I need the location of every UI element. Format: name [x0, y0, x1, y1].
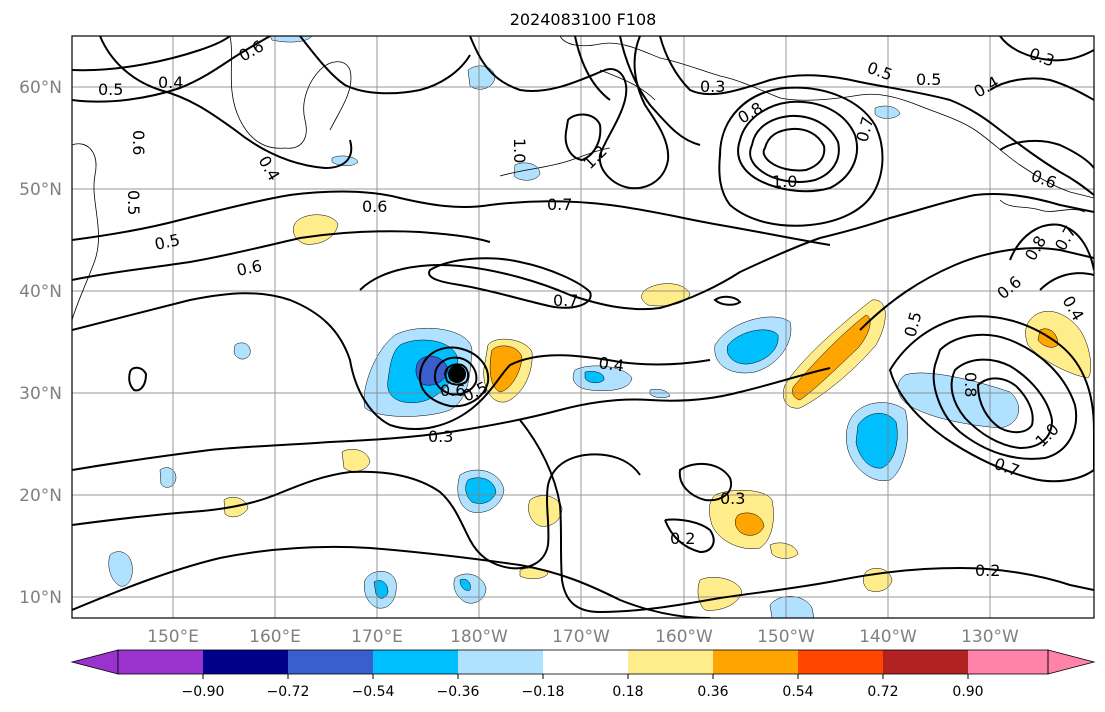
contour-label: 0.8: [961, 372, 980, 397]
colorbar-frame: [117, 649, 1049, 675]
lon-label: 150°W: [757, 627, 815, 647]
fill-negative-strong: [726, 329, 779, 365]
map-title: 2024083100 F108: [509, 10, 657, 29]
storm-center-marker: [448, 365, 466, 383]
fill-negative-strong: [584, 371, 605, 383]
contour-label: 0.6: [993, 272, 1025, 303]
fill-negative: [513, 162, 541, 181]
grid-lines: [72, 36, 1094, 618]
contour-label: 0.5: [916, 70, 941, 89]
contour-label: 0.4: [971, 72, 1003, 101]
contour-label: 0.4: [597, 353, 625, 375]
map-frame: [71, 35, 1095, 619]
colorbar-swatch: [543, 650, 628, 674]
colorbar-swatch: [288, 650, 373, 674]
fill-positive: [769, 542, 799, 559]
fill-negative: [467, 65, 496, 90]
lat-label: 20°N: [19, 486, 62, 506]
contour-label: 0.5: [153, 230, 182, 254]
colorbar-swatch: [118, 650, 203, 674]
contour-label: 0.3: [1027, 44, 1057, 71]
colorbar-tick-label: 0.90: [952, 684, 983, 700]
contour-label: 0.7: [547, 195, 572, 214]
contour-lines: [72, 36, 1094, 618]
lat-label: 40°N: [19, 282, 62, 302]
lon-label: 170°E: [351, 627, 403, 647]
colorbar-tick-label: 0.54: [782, 684, 813, 700]
contour-label: 0.5: [124, 190, 143, 215]
colorbar-tick-label: −0.72: [267, 684, 310, 700]
colorbar-tick-label: 0.18: [612, 684, 643, 700]
fill-negative-strong: [465, 477, 497, 504]
colorbar-swatch: [798, 650, 883, 674]
fill-negative: [159, 467, 177, 488]
coastlines: [72, 36, 1094, 321]
fill-negative: [233, 342, 251, 360]
lat-label: 10°N: [19, 588, 62, 608]
contour-label: 0.6: [440, 381, 465, 400]
contour-label: 0.3: [700, 77, 725, 96]
contour-label: 0.3: [428, 427, 453, 446]
fill-positive-strong: [792, 314, 871, 401]
contour-label: 0.6: [129, 130, 148, 155]
colorbar-tick-label: 0.72: [867, 684, 898, 700]
fill-positive: [641, 283, 691, 307]
colorbar-tick-label: 0.36: [697, 684, 728, 700]
latitude-axis: 60°N 50°N 40°N 30°N 20°N 10°N: [19, 78, 62, 608]
contour-label: 0.7: [853, 115, 878, 145]
colorbar-tick-label: −0.18: [522, 684, 565, 700]
contour-label: 0.2: [670, 529, 695, 548]
colorbar-tick-label: −0.90: [182, 684, 225, 700]
lon-label: 180°W: [450, 627, 508, 647]
contour-label: 1.0: [772, 172, 797, 191]
fill-negative: [331, 155, 359, 166]
lon-label: 140°W: [859, 627, 917, 647]
colorbar-swatch: [968, 650, 1048, 674]
colorbar-extend-min: [70, 649, 119, 675]
lon-label: 130°W: [961, 627, 1019, 647]
fill-positive: [341, 449, 371, 472]
contour-label: 0.6: [1029, 166, 1059, 193]
contour-label: 1.0: [510, 138, 529, 163]
colorbar-swatch: [203, 650, 288, 674]
lat-label: 30°N: [19, 384, 62, 404]
fill-negative: [897, 372, 1019, 429]
contour-label: 1.2: [579, 141, 610, 172]
contour-label: 0.7: [553, 291, 578, 310]
colorbar: −0.90 −0.72 −0.54 −0.36 −0.18 0.18 0.36 …: [70, 649, 1096, 700]
lon-label: 150°E: [147, 627, 199, 647]
lon-label: 160°E: [249, 627, 301, 647]
contour-label: 0.5: [865, 58, 895, 85]
fill-negative: [269, 36, 313, 43]
fill-positive: [697, 577, 743, 611]
fill-negative: [769, 596, 815, 618]
contour-label: 0.8: [735, 98, 767, 127]
colorbar-swatch: [628, 650, 713, 674]
lat-label: 60°N: [19, 78, 62, 98]
colorbar-extend-max: [1047, 649, 1096, 675]
fill-negative-strong: [855, 413, 898, 469]
lon-label: 160°W: [655, 627, 713, 647]
fill-negative-strong: [459, 578, 471, 591]
colorbar-swatch: [458, 650, 543, 674]
colorbar-tick-label: −0.54: [352, 684, 395, 700]
colorbar-swatch: [713, 650, 798, 674]
contour-label: 0.4: [158, 73, 183, 92]
lat-label: 50°N: [19, 180, 62, 200]
fill-negative: [108, 551, 133, 587]
colorbar-tick-label: −0.36: [437, 684, 480, 700]
longitude-axis: 150°E 160°E 170°E 180°W 170°W 160°W 150°…: [147, 627, 1019, 647]
contour-label: 0.6: [235, 256, 264, 280]
colorbar-swatch: [883, 650, 968, 674]
contour-label: 0.5: [98, 80, 123, 99]
colorbar-swatch: [373, 650, 458, 674]
lon-label: 170°W: [552, 627, 610, 647]
contour-label: 0.6: [362, 197, 387, 216]
fill-positive: [528, 495, 563, 527]
fill-positive: [293, 214, 339, 245]
contour-label: 0.3: [720, 489, 745, 508]
fill-positive-strong: [735, 512, 765, 536]
contour-label: 0.2: [975, 561, 1000, 580]
